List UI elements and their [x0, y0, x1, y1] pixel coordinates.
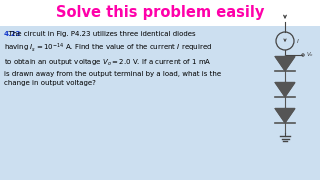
Text: The circuit in Fig. P4.23 utilizes three identical diodes
having $I_s = 10^{-14}: The circuit in Fig. P4.23 utilizes three…	[4, 31, 221, 86]
Text: $I$: $I$	[296, 37, 300, 45]
Text: $V_o$: $V_o$	[306, 51, 314, 59]
Bar	[0, 26, 320, 180]
Polygon shape	[275, 57, 295, 71]
Polygon shape	[275, 109, 295, 123]
Polygon shape	[275, 82, 295, 97]
Text: Solve this problem easily: Solve this problem easily	[56, 6, 264, 21]
Bar	[0, 0, 320, 26]
Text: 4.23: 4.23	[4, 31, 21, 37]
